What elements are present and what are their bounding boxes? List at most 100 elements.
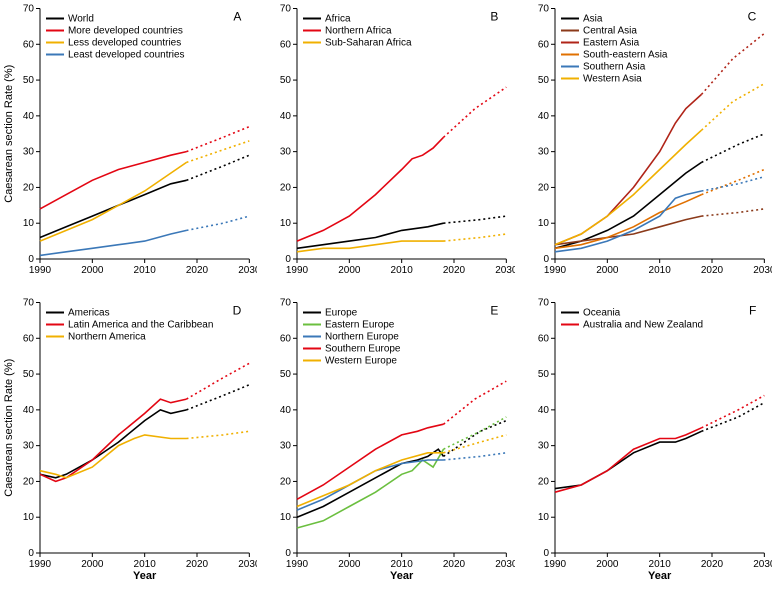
svg-text:F: F [749,303,756,317]
svg-text:Sub-Saharan Africa: Sub-Saharan Africa [325,38,412,49]
svg-text:C: C [747,9,756,23]
svg-text:Year: Year [390,569,414,581]
svg-text:10: 10 [280,512,292,523]
svg-text:1990: 1990 [544,559,567,570]
svg-text:Least developed countries: Least developed countries [68,50,185,61]
svg-text:More developed countries: More developed countries [68,26,183,37]
panel-C: 01020304050607019902000201020202030CAsia… [515,0,772,294]
svg-text:0: 0 [28,254,34,265]
svg-text:Western Europe: Western Europe [325,355,397,366]
svg-text:30: 30 [538,147,550,158]
svg-text:10: 10 [280,218,292,229]
svg-text:2020: 2020 [701,559,724,570]
panel-A: 01020304050607019902000201020202030Caesa… [0,0,257,294]
panel-E: 01020304050607019902000201020202030YearE… [257,294,514,588]
svg-text:2010: 2010 [648,559,671,570]
svg-text:40: 40 [280,404,292,415]
svg-text:1990: 1990 [29,558,52,569]
svg-text:Western Asia: Western Asia [583,73,642,84]
svg-text:60: 60 [280,333,292,344]
svg-text:Europe: Europe [325,307,358,318]
svg-text:2030: 2030 [753,559,772,570]
svg-text:1990: 1990 [286,265,309,276]
svg-text:40: 40 [538,111,550,122]
chart-grid: 01020304050607019902000201020202030Caesa… [0,0,772,577]
svg-text:20: 20 [538,182,550,193]
svg-text:40: 40 [23,111,35,122]
svg-text:Year: Year [648,570,672,582]
svg-text:Southern Europe: Southern Europe [325,343,401,354]
svg-text:Americas: Americas [68,307,110,318]
svg-text:2030: 2030 [496,558,515,569]
svg-text:Caesarean section Rate (%): Caesarean section Rate (%) [3,358,15,496]
svg-text:Caesarean section Rate (%): Caesarean section Rate (%) [3,65,15,203]
svg-text:20: 20 [23,182,35,193]
svg-text:30: 30 [280,147,292,158]
svg-text:1990: 1990 [544,265,567,276]
svg-text:Southern Asia: Southern Asia [583,61,646,72]
svg-text:2010: 2010 [134,265,157,276]
svg-text:0: 0 [28,547,34,558]
panel-B: 01020304050607019902000201020202030BAfri… [257,0,514,294]
svg-text:E: E [491,303,499,317]
svg-text:70: 70 [538,297,550,308]
svg-text:B: B [491,10,499,24]
svg-text:20: 20 [280,182,292,193]
svg-text:2000: 2000 [339,265,362,276]
svg-text:World: World [68,14,94,25]
svg-text:South-eastern Asia: South-eastern Asia [583,49,668,60]
svg-text:50: 50 [538,75,550,86]
svg-text:Africa: Africa [325,14,351,25]
svg-text:Oceania: Oceania [583,307,621,318]
svg-text:2020: 2020 [186,558,209,569]
svg-text:60: 60 [23,333,35,344]
svg-text:40: 40 [23,404,35,415]
svg-text:2010: 2010 [391,558,414,569]
svg-text:2020: 2020 [701,265,724,276]
svg-text:2000: 2000 [339,558,362,569]
panel-F: 01020304050607019902000201020202030YearF… [515,294,772,588]
svg-text:2020: 2020 [443,558,466,569]
svg-text:70: 70 [23,4,35,15]
svg-text:2020: 2020 [186,265,209,276]
svg-text:60: 60 [538,39,550,50]
svg-text:Northern Europe: Northern Europe [325,331,399,342]
svg-text:70: 70 [538,3,550,14]
svg-text:70: 70 [280,4,292,15]
svg-text:Eastern Asia: Eastern Asia [583,37,640,48]
svg-text:30: 30 [23,147,35,158]
svg-text:Year: Year [133,569,157,581]
svg-text:20: 20 [23,476,35,487]
svg-text:0: 0 [286,547,292,558]
svg-text:50: 50 [23,75,35,86]
svg-text:Australia and New Zealand: Australia and New Zealand [583,319,703,330]
panel-D: 01020304050607019902000201020202030YearC… [0,294,257,588]
svg-text:2010: 2010 [134,558,157,569]
svg-text:2010: 2010 [391,265,414,276]
svg-text:2000: 2000 [81,265,104,276]
svg-text:10: 10 [23,512,35,523]
svg-text:Less developed countries: Less developed countries [68,38,181,49]
svg-text:10: 10 [23,218,35,229]
svg-text:2030: 2030 [496,265,515,276]
svg-text:2000: 2000 [596,265,619,276]
svg-text:0: 0 [543,254,549,265]
svg-text:2020: 2020 [443,265,466,276]
svg-text:20: 20 [280,476,292,487]
svg-text:2030: 2030 [238,558,257,569]
svg-text:Asia: Asia [583,13,603,24]
svg-text:50: 50 [280,75,292,86]
svg-text:1990: 1990 [286,558,309,569]
svg-text:30: 30 [23,440,35,451]
svg-text:50: 50 [280,369,292,380]
svg-text:2000: 2000 [81,558,104,569]
svg-text:Latin America and the Caribbea: Latin America and the Caribbean [68,319,213,330]
svg-text:Northern America: Northern America [68,331,146,342]
svg-text:D: D [233,303,242,317]
svg-text:70: 70 [23,297,35,308]
svg-text:0: 0 [286,254,292,265]
svg-text:40: 40 [280,111,292,122]
svg-text:2030: 2030 [238,265,257,276]
svg-text:70: 70 [280,297,292,308]
svg-text:50: 50 [23,369,35,380]
